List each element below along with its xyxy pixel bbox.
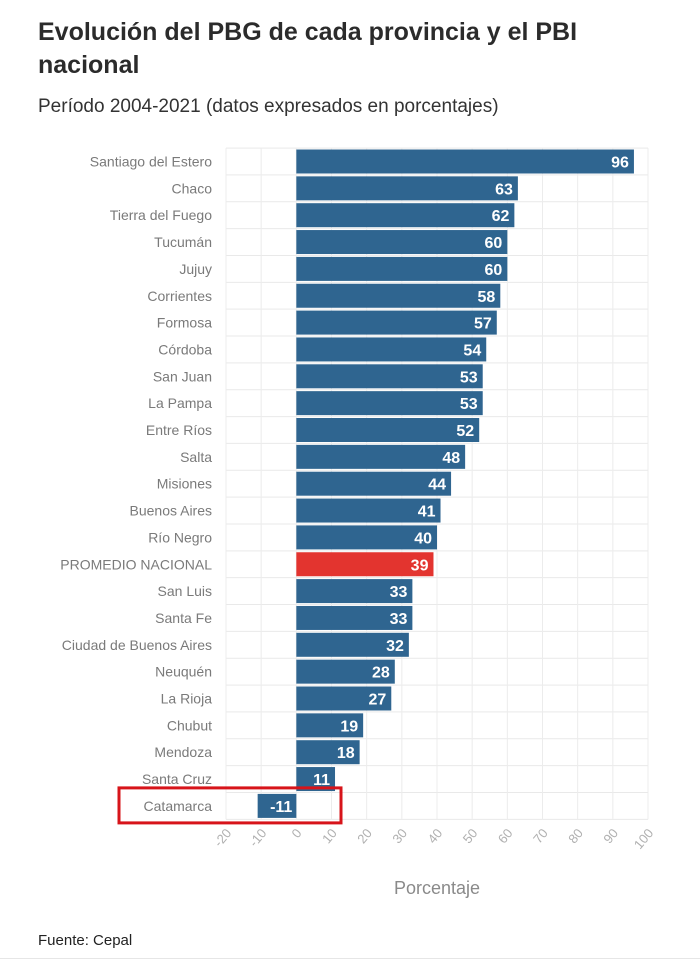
bar	[296, 310, 497, 335]
x-tick-label: 80	[565, 826, 586, 847]
category-label: Chaco	[172, 180, 213, 196]
bar	[257, 793, 297, 818]
x-axis-label: Porcentaje	[394, 878, 480, 898]
category-label: Mendoza	[154, 744, 212, 760]
bar-value-label: 63	[495, 181, 513, 198]
chart-subtitle: Período 2004-2021 (datos expresados en p…	[38, 96, 499, 117]
bar-value-label: 52	[456, 423, 474, 440]
x-tick-label: 10	[319, 826, 340, 847]
category-label: Tucumán	[154, 234, 212, 250]
bar	[296, 713, 364, 738]
bar-value-label: 53	[460, 369, 478, 386]
bar-chart: 96 Santiago del Estero 63 Chaco 62 Tierra del…	[60, 147, 656, 898]
category-label: Formosa	[157, 315, 212, 331]
bar-value-label: 96	[611, 155, 629, 172]
x-tick-label: 90	[600, 826, 621, 847]
bar	[296, 686, 392, 711]
bar	[296, 659, 395, 684]
bar-value-label: 27	[368, 692, 386, 709]
x-tick-label: 0	[288, 826, 304, 841]
category-label: Entre Ríos	[146, 422, 212, 438]
bar	[296, 632, 409, 657]
category-label: Santiago del Estero	[90, 154, 212, 170]
x-tick-label: 60	[495, 826, 516, 847]
bar	[296, 230, 508, 255]
category-label: La Pampa	[148, 395, 212, 411]
category-label: Santa Cruz	[142, 771, 212, 787]
category-label: Chubut	[167, 717, 212, 733]
x-tick-label: -10	[246, 826, 270, 850]
category-label: Ciudad de Buenos Aires	[62, 637, 212, 653]
bar-value-label: 41	[418, 504, 436, 521]
bar-value-label: 19	[340, 718, 358, 735]
category-label: Misiones	[157, 476, 212, 492]
bar-value-label: 54	[463, 342, 481, 359]
bar	[296, 364, 483, 389]
bar-value-label: 48	[442, 450, 460, 467]
bar	[296, 579, 413, 604]
chart-title: Evolución del PBG de cada provincia y el…	[38, 18, 578, 79]
category-label: Buenos Aires	[130, 503, 213, 519]
bar-value-label: 39	[411, 557, 429, 574]
category-label: Catamarca	[144, 798, 213, 814]
bar	[296, 391, 483, 416]
bar	[296, 740, 360, 765]
x-tick-label: -20	[211, 826, 235, 850]
bar-value-label: 32	[386, 638, 404, 655]
category-label: San Juan	[153, 368, 212, 384]
bar-value-label: 40	[414, 530, 432, 547]
bar-value-label: 18	[337, 745, 355, 762]
bar-value-label: 11	[313, 772, 330, 789]
x-tick-label: 70	[530, 826, 551, 847]
bar	[296, 552, 434, 577]
bar-value-label: 60	[485, 235, 503, 252]
bar	[296, 337, 487, 362]
bar-value-label: -11	[270, 799, 292, 816]
bar-value-label: 60	[485, 262, 503, 279]
category-label: Neuquén	[155, 664, 212, 680]
x-tick-label: 30	[389, 826, 410, 847]
x-tick-label: 50	[460, 826, 481, 847]
bar	[296, 605, 413, 630]
bar	[296, 283, 501, 308]
bar	[296, 149, 634, 174]
category-label: Santa Fe	[155, 610, 212, 626]
category-label: Corrientes	[147, 288, 212, 304]
bar	[296, 256, 508, 281]
x-tick-label: 20	[354, 826, 375, 847]
bar-value-label: 57	[474, 316, 492, 333]
bar-value-label: 58	[478, 289, 496, 306]
bar-value-label: 33	[390, 611, 408, 628]
bar-value-label: 33	[390, 584, 408, 601]
bar	[296, 444, 466, 469]
category-label: Río Negro	[148, 529, 212, 545]
bar	[296, 418, 480, 442]
bar	[296, 176, 518, 201]
category-label: La Rioja	[161, 691, 213, 707]
highlight-annotation-box	[117, 786, 343, 825]
bar	[296, 498, 441, 523]
bar	[296, 525, 437, 550]
category-label: PROMEDIO NACIONAL	[60, 556, 212, 572]
x-tick-label: 40	[425, 826, 446, 847]
category-label: Salta	[180, 449, 212, 465]
bar-value-label: 28	[372, 665, 390, 682]
source-note: Fuente: Cepal	[38, 932, 133, 949]
bar-value-label: 62	[492, 208, 510, 225]
bottom-divider	[0, 958, 700, 959]
category-label: Tierra del Fuego	[110, 207, 212, 223]
category-label: San Luis	[158, 583, 212, 599]
x-tick-label: 100	[631, 826, 656, 852]
category-label: Córdoba	[158, 341, 212, 357]
bar	[296, 203, 515, 228]
category-label: Jujuy	[179, 261, 212, 277]
bar	[296, 471, 452, 496]
bar-value-label: 53	[460, 396, 478, 413]
bar-value-label: 44	[428, 477, 446, 494]
